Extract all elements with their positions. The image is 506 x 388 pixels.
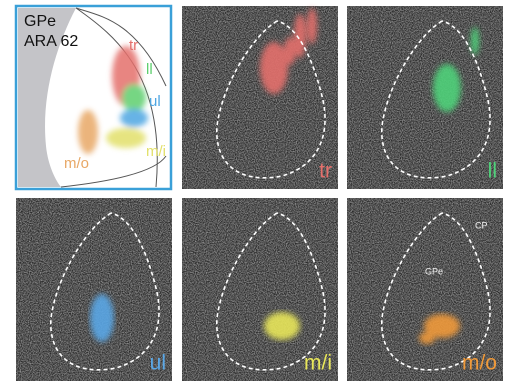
- panel-label: ul: [150, 352, 166, 375]
- signal-blob: [307, 8, 317, 44]
- region-label: tr: [129, 37, 138, 54]
- atlas-region: [122, 84, 146, 112]
- atlas-region: [120, 109, 148, 127]
- annotation: GPe: [425, 266, 443, 276]
- region-label: m/o: [64, 155, 89, 172]
- signal-blob: [284, 37, 296, 65]
- panel-label: tr: [319, 160, 332, 183]
- panel-label: ll: [488, 160, 497, 183]
- annotation: CP: [475, 220, 488, 230]
- signal-blob: [90, 294, 114, 342]
- signal-blob: [264, 312, 300, 340]
- region-label: ll: [146, 61, 153, 78]
- atlas-title: ARA 62: [24, 33, 78, 50]
- page: {"atlas": {"title": ["GPe", "ARA 62"], "…: [0, 0, 506, 383]
- panel-label: m/o: [462, 352, 497, 375]
- panel-texture: [347, 6, 503, 189]
- image-panel: m/i: [182, 198, 338, 381]
- atlas-region: [106, 128, 146, 148]
- signal: [90, 294, 114, 342]
- region-label: ul: [149, 93, 161, 110]
- atlas-title: GPe: [24, 13, 56, 30]
- signal-blob: [419, 332, 435, 344]
- panel-label: m/i: [304, 352, 332, 375]
- signal: [264, 312, 300, 340]
- atlas-panel: GPe ARA 62 tr ll ul m/i m/o: [16, 6, 171, 189]
- region-label: m/i: [146, 143, 166, 160]
- atlas-region: [78, 110, 98, 154]
- image-panel: ul: [16, 198, 172, 381]
- image-panel: tr: [182, 6, 338, 189]
- figure: GPe ARA 62 tr ll ul m/i m/o trllulm/im/o…: [0, 0, 506, 383]
- panel-texture: [16, 198, 172, 381]
- signal-blob: [433, 64, 461, 112]
- image-panel: m/o CP GPe: [347, 198, 503, 381]
- signal-blob: [260, 42, 288, 94]
- image-panel: ll: [347, 6, 503, 189]
- signal-blob: [471, 27, 479, 55]
